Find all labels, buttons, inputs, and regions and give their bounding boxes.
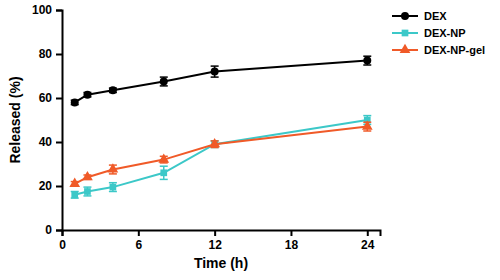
marker [83, 91, 91, 99]
marker [110, 184, 117, 191]
error-bar [83, 187, 91, 196]
legend-label: DEX-NP-gel [424, 44, 485, 56]
legend-marker [401, 12, 409, 20]
marker [108, 163, 119, 172]
legend-item: DEX [392, 10, 447, 22]
marker [362, 120, 373, 129]
error-bar [160, 77, 168, 86]
legend-item: DEX-NP [392, 27, 466, 39]
tick-label: 20 [39, 179, 53, 193]
y-axis-title: Released (%) [7, 76, 23, 163]
series [71, 56, 372, 106]
tick-mark [56, 10, 62, 12]
axis-line [63, 231, 381, 237]
error-bar [109, 183, 117, 192]
legend-label: DEX [424, 10, 447, 22]
plot-area: 0 6 12 18 24 0 20 40 60 80 100 [32, 3, 381, 251]
tick-label: 100 [32, 3, 52, 17]
marker [363, 57, 371, 65]
tick-mark [56, 98, 62, 100]
line [75, 120, 368, 195]
tick-label: 18 [285, 238, 299, 252]
tick: 20 [39, 179, 62, 193]
marker [211, 68, 219, 76]
tick: 80 [39, 47, 62, 61]
tick-label: 24 [361, 238, 375, 252]
tick-label: 80 [39, 47, 53, 61]
line [75, 127, 368, 184]
x-axis: 0 6 12 18 24 [59, 230, 380, 252]
marker [71, 98, 79, 106]
error-bar [363, 56, 371, 65]
tick-label: 60 [39, 91, 53, 105]
tick-label: 0 [45, 223, 52, 237]
error-bar [160, 166, 168, 179]
x-axis-title: Time (h) [194, 255, 248, 271]
tick-label: 40 [39, 135, 53, 149]
error-bar [211, 66, 219, 77]
tick: 60 [39, 91, 62, 105]
tick-mark [138, 230, 140, 236]
line [75, 61, 368, 103]
tick-mark [290, 230, 292, 236]
chart: 0 6 12 18 24 0 20 40 60 80 100 Time (h) Released (%)… [0, 0, 500, 280]
tick-mark [56, 230, 62, 232]
tick-label: 0 [59, 238, 66, 252]
marks [69, 56, 372, 198]
legend-marker [402, 30, 409, 37]
tick-mark [367, 230, 369, 236]
axis-line [56, 11, 63, 231]
tick: 18 [285, 230, 299, 252]
legend-label: DEX-NP [424, 27, 466, 39]
marker [109, 86, 117, 94]
marker [69, 178, 80, 187]
tick: 24 [361, 230, 375, 252]
error-bar [71, 192, 79, 199]
tick-mark [214, 230, 216, 236]
tick-mark [56, 54, 62, 56]
series [69, 120, 372, 187]
marker [160, 169, 167, 176]
marker [71, 191, 78, 198]
tick: 40 [39, 135, 62, 149]
tick: 100 [32, 3, 62, 17]
legend-marker [400, 44, 411, 53]
y-axis: 0 20 40 60 80 100 [32, 3, 63, 237]
tick: 12 [208, 230, 222, 252]
series [71, 116, 372, 199]
tick-mark [56, 142, 62, 144]
tick-label: 6 [135, 238, 142, 252]
tick: 6 [135, 230, 142, 252]
marker [158, 153, 169, 162]
tick: 0 [45, 223, 62, 237]
tick-mark [56, 186, 62, 188]
tick-label: 12 [208, 238, 222, 252]
marker [209, 138, 220, 147]
marker [84, 188, 91, 195]
marker [82, 171, 93, 180]
marker [160, 78, 168, 86]
legend: DEX DEX-NP DEX-NP-gel [392, 10, 485, 56]
tick: 0 [59, 230, 66, 252]
legend-item: DEX-NP-gel [392, 44, 485, 56]
